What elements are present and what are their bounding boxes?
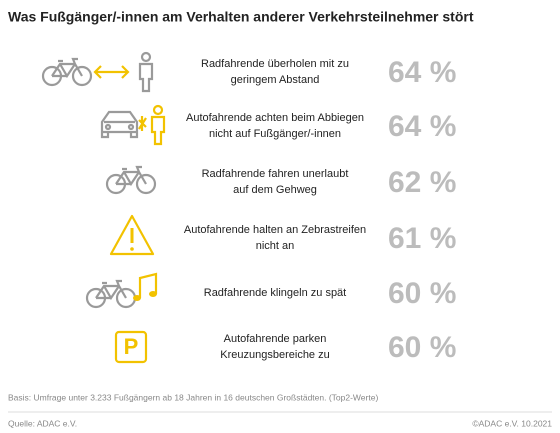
item-label: Radfahrende klingeln zu spät [204,287,346,299]
item-value: 62 % [388,166,456,199]
svg-text:P: P [124,334,139,359]
title: Was Fußgänger/-innen am Verhalten andere… [8,9,474,25]
icon-row-3 [105,165,157,195]
source: Quelle: ADAC e.V. [8,418,77,428]
item-label: Autofahrende halten an Zebrastreifen [184,224,366,236]
item-label: nicht auf Fußgänger/-innen [209,128,341,140]
item-value: 64 % [388,110,456,143]
footnote: Basis: Umfrage unter 3.233 Fußgängern ab… [8,392,378,402]
item-value: 60 % [388,331,456,364]
item-label: Radfahrende fahren unerlaubt [202,168,349,180]
item-label: nicht an [256,240,295,252]
item-value: 64 % [388,56,456,89]
icon-row-1 [41,51,154,93]
item-label: Autofahrende achten beim Abbiegen [186,112,364,124]
item-label: auf dem Gehweg [233,184,317,196]
item-label: Radfahrende überholen mit zu [201,58,349,70]
credit: ©ADAC e.V. 10.2021 [472,418,552,428]
icon-row-5 [85,272,158,309]
item-value: 60 % [388,277,456,310]
item-label: geringem Abstand [231,74,320,86]
item-value: 61 % [388,222,456,255]
item-label: Kreuzungsbereiche zu [220,349,329,361]
icon-row-4 [109,214,155,256]
item-label: Autofahrende parken [224,333,327,345]
icon-row-2 [100,104,166,146]
icon-row-6: P [114,330,148,364]
